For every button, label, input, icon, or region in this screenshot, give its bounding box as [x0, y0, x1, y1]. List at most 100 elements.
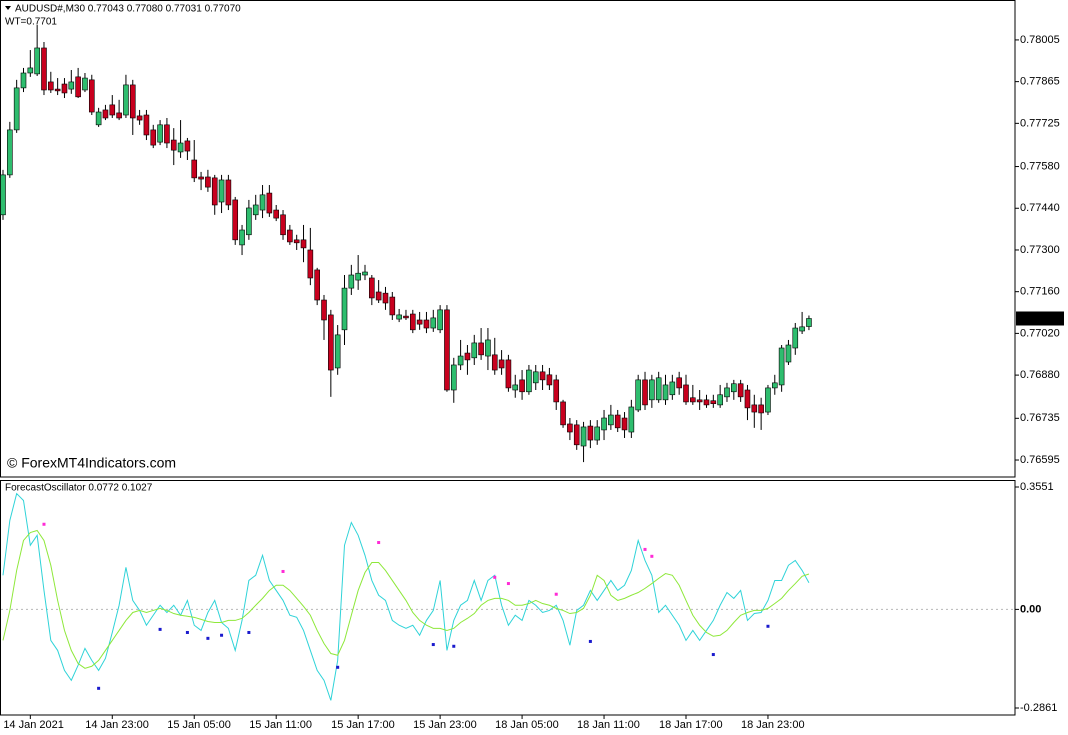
candle-body — [655, 377, 662, 401]
candle-body — [300, 239, 307, 249]
candle-body — [266, 192, 273, 214]
candle-body — [587, 425, 594, 441]
candle-body — [751, 404, 758, 413]
candle-body — [539, 371, 546, 381]
signal-dot — [554, 592, 558, 596]
candle-body — [450, 364, 457, 391]
candle-body — [553, 379, 560, 403]
signal-dot — [97, 686, 101, 690]
candle-body — [444, 309, 450, 391]
candle-body — [143, 114, 150, 136]
candle-body — [382, 292, 389, 304]
symbol-header: AUDUSD#,M30 0.77043 0.77080 0.77031 0.77… — [15, 4, 241, 15]
candle-body — [696, 399, 703, 403]
candle-body — [710, 400, 717, 405]
signal-dot — [281, 569, 285, 573]
candle-body — [799, 326, 805, 332]
signal-dot — [185, 630, 189, 634]
candle-body — [280, 214, 286, 236]
candle-body — [75, 76, 81, 98]
y-tick-label: 0.76595 — [1020, 454, 1060, 466]
candle-body — [546, 374, 553, 386]
candle-body — [580, 426, 587, 447]
candle-body — [82, 77, 88, 91]
signal-dot — [452, 644, 456, 648]
x-tick-label: 15 Jan 05:00 — [167, 719, 231, 731]
menu-triangle — [5, 6, 11, 10]
candle-body — [184, 140, 191, 152]
candle-body — [170, 139, 177, 151]
y-tick-label: 0.77440 — [1020, 202, 1060, 214]
signal-dot — [206, 636, 210, 640]
candle-body — [498, 359, 505, 369]
y-tick-label: 0.77300 — [1020, 244, 1060, 256]
y-tick-label: 0.3551 — [1020, 481, 1054, 493]
x-tick-label: 18 Jan 23:00 — [741, 719, 805, 731]
candle-body — [341, 287, 348, 331]
candle-body — [628, 406, 635, 433]
oscillator-line — [2, 529, 810, 669]
candle-body — [771, 382, 778, 389]
candle-body — [703, 399, 710, 406]
y-tick-label: 0.00 — [1020, 603, 1041, 615]
candle-body — [334, 334, 341, 369]
signal-dot — [42, 522, 46, 526]
candle-body — [778, 347, 785, 386]
candle-body — [457, 355, 464, 366]
candle-body — [724, 387, 730, 398]
candle-body — [683, 384, 689, 403]
candle-body — [437, 309, 443, 331]
x-tick-label: 15 Jan 11:00 — [249, 719, 312, 731]
candle-body — [348, 274, 355, 289]
candle-body — [758, 404, 764, 414]
candle-body — [403, 315, 409, 319]
candle-body — [150, 129, 157, 146]
signal-dot — [377, 541, 381, 545]
oscillator-panel-frame — [0, 480, 1016, 716]
y-tick-label: 0.77020 — [1020, 327, 1060, 339]
candle-body — [102, 109, 109, 119]
candle-body — [642, 379, 648, 406]
x-tick-label: 18 Jan 11:00 — [577, 719, 640, 731]
candle-body — [362, 271, 368, 276]
candle-body — [478, 342, 484, 356]
wt-label: WT=0.7701 — [5, 17, 57, 28]
candle-body — [136, 115, 143, 121]
current-price-box — [1016, 311, 1064, 326]
candle-body — [519, 379, 525, 393]
candle-body — [20, 72, 27, 89]
candle-body — [369, 277, 375, 299]
candle-body — [806, 318, 812, 327]
candle-body — [259, 194, 266, 211]
candle-body — [198, 176, 204, 180]
candle-body — [68, 81, 75, 90]
y-tick-label: 0.76880 — [1020, 369, 1060, 381]
candle-body — [396, 314, 402, 320]
candle-body — [676, 377, 682, 389]
candle-body — [191, 159, 198, 179]
candle-body — [246, 207, 252, 236]
candle-body — [129, 84, 136, 119]
signal-dot — [650, 554, 654, 558]
candle-body — [314, 269, 320, 301]
candle-body — [526, 369, 532, 393]
candle-body — [321, 299, 327, 321]
y-tick-label: 0.76735 — [1020, 412, 1060, 424]
x-tick-label: 15 Jan 23:00 — [413, 719, 477, 731]
candle-body — [491, 354, 498, 371]
candle-body — [608, 414, 614, 426]
y-tick-label: 0.77865 — [1020, 76, 1060, 88]
oscillator-line — [2, 492, 810, 701]
candle-body — [273, 209, 280, 219]
candle-body — [635, 379, 641, 411]
candle-body — [389, 296, 396, 316]
signal-dot — [506, 582, 510, 586]
signal-dot — [643, 547, 647, 551]
candle-body — [27, 67, 34, 74]
signal-dot — [588, 639, 592, 643]
watermark: © ForexMT4Indicators.com — [7, 455, 176, 471]
candle-body — [225, 179, 232, 206]
